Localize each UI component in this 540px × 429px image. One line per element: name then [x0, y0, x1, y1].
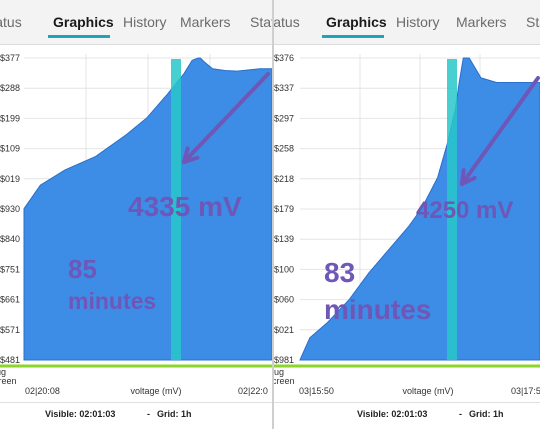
x-tick-label: 02|20:08 — [25, 386, 60, 396]
duration-annotation-number: 83 — [324, 257, 355, 288]
y-tick-label: $840 — [0, 234, 20, 244]
y-tick-label: $199 — [0, 113, 20, 123]
y-tick-label: $930 — [0, 204, 20, 214]
tab-markers[interactable]: Markers — [456, 14, 507, 30]
x-tick-label: 03|17:5 — [511, 386, 540, 396]
arrow-head-icon — [182, 146, 200, 164]
tab-markers[interactable]: Markers — [180, 14, 231, 30]
y-tick-label: $481 — [0, 355, 20, 365]
y-tick-label: $751 — [0, 264, 20, 274]
tab-status-2[interactable]: Status — [250, 14, 272, 30]
voltage-chart[interactable]: $376 $337 $297 $258 $218 $179 $139 $100 $060 $021… — [274, 44, 540, 402]
legend-label: creen — [274, 376, 295, 386]
chart-footer: Visible: 02:01:03 - Grid: 1h — [0, 402, 272, 429]
arrow-head-icon — [460, 168, 477, 186]
y-tick-label: $218 — [274, 174, 294, 184]
chart-panel-left: Status Graphics History Markers Status $… — [0, 0, 272, 429]
marker-band — [447, 59, 457, 360]
footer-grid: Grid: 1h — [469, 409, 504, 419]
tab-status[interactable]: Status — [0, 14, 22, 30]
duration-annotation-unit: minutes — [68, 288, 156, 314]
y-tick-label: $258 — [274, 144, 294, 154]
y-tick-label: $060 — [274, 295, 294, 305]
tab-graphics[interactable]: Graphics — [53, 14, 114, 30]
chart-panel-right: Status Graphics History Markers Status $… — [274, 0, 540, 429]
y-tick-label: $571 — [0, 325, 20, 335]
tab-status-2[interactable]: Status — [526, 14, 540, 30]
y-tick-label: $109 — [0, 144, 20, 154]
duration-annotation-unit: minutes — [324, 294, 431, 325]
arrow-annotation — [182, 72, 270, 164]
y-tick-label: $661 — [0, 295, 20, 305]
x-axis-label: voltage (mV) — [130, 386, 181, 396]
tab-bar: Status Graphics History Markers Status — [274, 0, 540, 45]
y-tick-label: $376 — [274, 53, 294, 63]
tab-history[interactable]: History — [123, 14, 167, 30]
voltage-annotation: 4250 mV — [416, 197, 513, 224]
y-tick-label: $019 — [0, 174, 20, 184]
x-tick-label: 02|22:0 — [238, 386, 268, 396]
duration-annotation-number: 85 — [68, 254, 97, 284]
y-tick-label: $297 — [274, 113, 294, 123]
x-tick-label: 03|15:50 — [299, 386, 334, 396]
x-axis-label: voltage (mV) — [402, 386, 453, 396]
marker-band — [171, 59, 181, 360]
legend-label: lug — [0, 367, 6, 377]
voltage-chart[interactable]: $377 $288 $199 $109 $019 $930 $840 $751 $661 $571… — [0, 44, 272, 402]
y-tick-label: $337 — [274, 83, 294, 93]
chart-footer: Visible: 02:01:03 - Grid: 1h — [274, 402, 540, 429]
active-tab-indicator — [48, 35, 110, 38]
footer-separator: - — [459, 409, 462, 419]
y-tick-label: $139 — [274, 234, 294, 244]
y-tick-label: $179 — [274, 204, 294, 214]
y-tick-label: $100 — [274, 264, 294, 274]
footer-visible: Visible: 02:01:03 — [357, 409, 428, 419]
tab-graphics[interactable]: Graphics — [326, 14, 387, 30]
y-tick-label: $377 — [0, 53, 20, 63]
y-tick-label: $021 — [274, 325, 294, 335]
voltage-annotation: 4335 mV — [128, 191, 242, 222]
tab-status[interactable]: Status — [274, 14, 300, 30]
active-tab-indicator — [322, 35, 384, 38]
footer-grid: Grid: 1h — [157, 409, 192, 419]
footer-separator: - — [147, 409, 150, 419]
arrow-annotation — [460, 76, 540, 186]
tab-history[interactable]: History — [396, 14, 440, 30]
y-tick-label: $981 — [274, 355, 294, 365]
y-tick-label: $288 — [0, 83, 20, 93]
legend-label: lug — [274, 367, 284, 377]
tab-bar: Status Graphics History Markers Status — [0, 0, 272, 45]
legend-label: creen — [0, 376, 17, 386]
footer-visible: Visible: 02:01:03 — [45, 409, 116, 419]
